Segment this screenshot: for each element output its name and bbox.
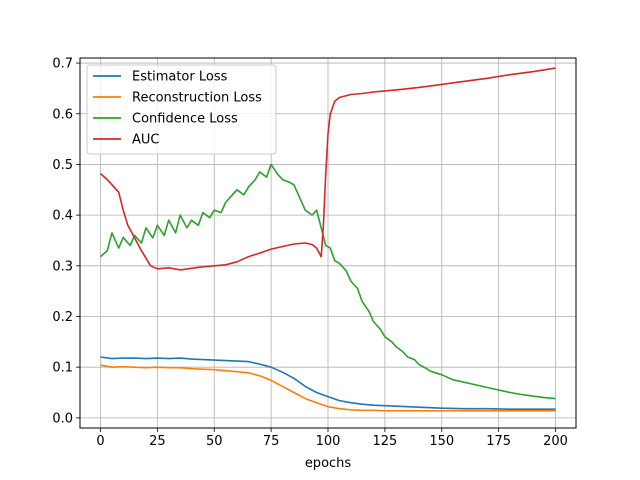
- y-tick-label: 0.2: [52, 310, 73, 325]
- x-tick-label: 75: [263, 434, 280, 449]
- x-tick-label: 125: [372, 434, 397, 449]
- y-tick-label: 0.1: [52, 361, 73, 376]
- x-tick-label: 150: [429, 434, 454, 449]
- y-tick-label: 0.4: [52, 209, 73, 224]
- series-lines: [99, 67, 556, 412]
- x-tick-label: 100: [316, 434, 341, 449]
- x-tick-label: 175: [486, 434, 511, 449]
- legend-label-auc: AUC: [132, 133, 160, 148]
- x-tick-label: 25: [149, 434, 166, 449]
- series-line-reconstruction-loss: [100, 364, 556, 412]
- series-line-auc: [99, 67, 556, 271]
- axis-ticks: 0 25 50 75 100 125 150 175 200 0.0 0.1 0.2 0.3 0.4 0.5…: [52, 57, 568, 449]
- legend: Estimator Loss Reconstruction Loss Confide…: [86, 64, 277, 155]
- y-tick-label: 0.3: [52, 259, 73, 274]
- series-line-confidence-loss: [99, 163, 556, 400]
- series-line-estimator-loss: [100, 356, 556, 411]
- legend-label-confidence-loss: Confidence Loss: [132, 112, 238, 127]
- x-axis-label: epochs: [305, 456, 352, 471]
- legend-label-estimator-loss: Estimator Loss: [132, 70, 228, 85]
- x-tick-label: 0: [96, 434, 104, 449]
- legend-label-reconstruction-loss: Reconstruction Loss: [132, 91, 262, 106]
- y-tick-label: 0.7: [52, 57, 73, 72]
- y-tick-label: 0.6: [52, 107, 73, 122]
- x-tick-label: 50: [206, 434, 223, 449]
- y-tick-label: 0.0: [52, 411, 73, 426]
- legend-box: [86, 64, 277, 155]
- x-tick-label: 200: [543, 434, 568, 449]
- y-tick-label: 0.5: [52, 158, 73, 173]
